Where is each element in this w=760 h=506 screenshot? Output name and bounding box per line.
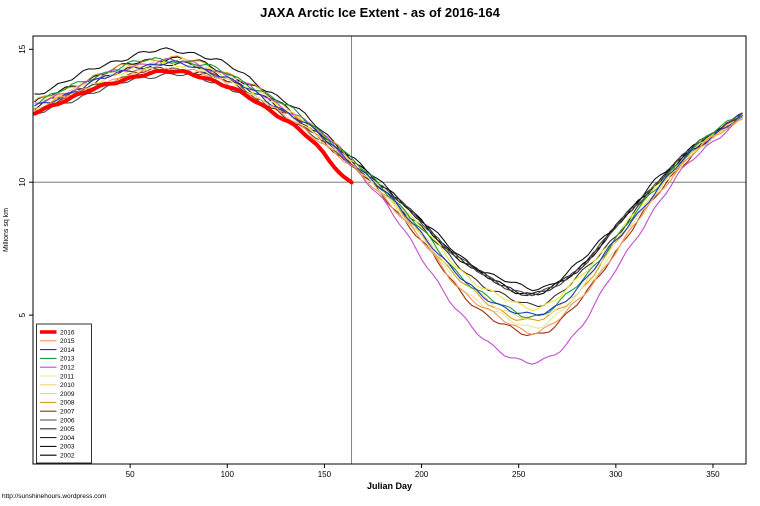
y-axis-label: Millions sq km <box>3 208 10 252</box>
plot-border <box>32 35 747 465</box>
series-line-2006 <box>34 72 743 297</box>
series-line-2015 <box>34 67 743 336</box>
series-line-2003 <box>34 47 743 292</box>
y-tick-label: 10 <box>18 177 27 186</box>
legend-label-2010: 2010 <box>60 382 75 389</box>
series-line-2004 <box>34 61 743 297</box>
source-url: http://sunshinehours.wordpress.com <box>2 493 107 500</box>
x-tick-label: 300 <box>609 470 623 479</box>
x-tick-label: 250 <box>512 470 526 479</box>
y-tick-label: 5 <box>18 312 27 317</box>
series-line-2012 <box>34 57 743 365</box>
series-line-2005 <box>34 67 743 308</box>
series-line-2014 <box>34 60 743 316</box>
legend-label-2013: 2013 <box>60 356 75 363</box>
legend-label-2016: 2016 <box>60 329 75 336</box>
series-lines <box>33 47 743 365</box>
series-line-2013 <box>34 57 743 319</box>
x-tick-label: 50 <box>126 470 135 479</box>
legend-label-2004: 2004 <box>60 435 75 442</box>
series-line-2002 <box>34 56 743 296</box>
legend-label-2015: 2015 <box>60 338 75 345</box>
legend-label-2002: 2002 <box>60 453 75 460</box>
x-axis-label: Julian Day <box>366 481 413 491</box>
legend-label-2009: 2009 <box>60 391 75 398</box>
x-tick-label: 200 <box>415 470 429 479</box>
legend-label-2008: 2008 <box>60 400 75 407</box>
y-tick-label: 15 <box>18 44 27 53</box>
series-line-2007 <box>34 66 743 337</box>
series-line-2009 <box>34 61 743 312</box>
x-axis-ticks: 50 100 150 200 250 300 350 <box>126 464 720 479</box>
legend-label-2014: 2014 <box>60 347 75 354</box>
legend-label-2006: 2006 <box>60 417 75 424</box>
series-line-2011 <box>34 67 743 329</box>
legend-label-2012: 2012 <box>60 365 75 372</box>
legend-label-2003: 2003 <box>60 444 75 451</box>
chart-title: JAXA Arctic Ice Extent - as of 2016-164 <box>260 5 500 20</box>
legend-label-2007: 2007 <box>60 409 75 416</box>
x-tick-label: 350 <box>706 470 720 479</box>
x-tick-label: 150 <box>318 470 332 479</box>
legend-label-2011: 2011 <box>60 373 74 380</box>
y-axis-ticks: 5 10 15 <box>18 44 33 317</box>
legend-box <box>36 323 92 464</box>
legend-label-2005: 2005 <box>60 426 75 433</box>
series-line-2016 <box>33 68 354 185</box>
x-tick-label: 100 <box>221 470 235 479</box>
